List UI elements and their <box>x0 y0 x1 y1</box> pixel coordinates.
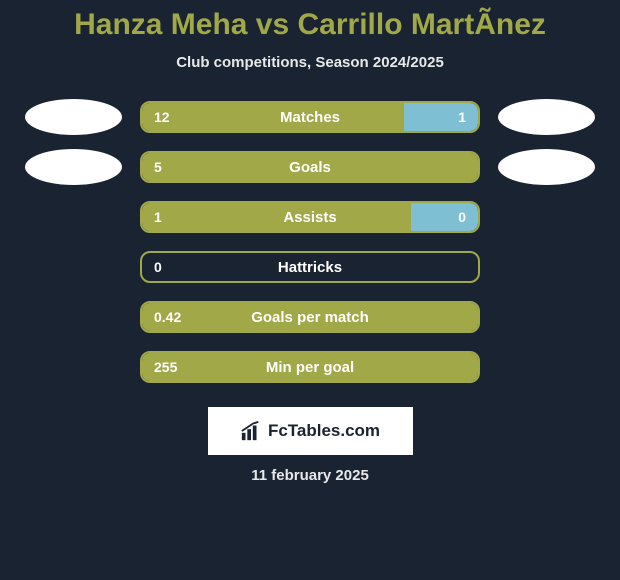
stat-bar: 5Goals <box>140 151 480 183</box>
stat-label: Hattricks <box>142 259 478 276</box>
stat-value-right: 0 <box>458 209 466 225</box>
stat-label: Assists <box>142 209 478 226</box>
avatar-placeholder <box>498 349 595 385</box>
stats-row: 0.42Goals per match <box>25 299 595 335</box>
stats-row: 5Goals <box>25 149 595 185</box>
avatar-placeholder <box>498 249 595 285</box>
stat-label: Matches <box>142 109 478 126</box>
player1-avatar <box>25 99 122 135</box>
stat-bar: 255Min per goal <box>140 351 480 383</box>
stat-label: Goals per match <box>142 309 478 326</box>
stat-bar: 0Hattricks <box>140 251 480 283</box>
comparison-card: Hanza Meha vs Carrillo MartÃnez Club com… <box>0 0 620 580</box>
avatar-placeholder <box>25 349 122 385</box>
stat-label: Goals <box>142 159 478 176</box>
player1-avatar <box>25 149 122 185</box>
player2-avatar <box>498 99 595 135</box>
stats-row: 0Hattricks <box>25 249 595 285</box>
chart-icon <box>240 420 262 442</box>
avatar-placeholder <box>25 299 122 335</box>
stat-bar: 0.42Goals per match <box>140 301 480 333</box>
logo-text: FcTables.com <box>240 420 380 442</box>
stats-row: 12Matches1 <box>25 99 595 135</box>
page-title: Hanza Meha vs Carrillo MartÃnez <box>74 8 546 42</box>
logo-label: FcTables.com <box>268 421 380 441</box>
stat-bar: 1Assists0 <box>140 201 480 233</box>
stat-label: Min per goal <box>142 359 478 376</box>
stat-bar: 12Matches1 <box>140 101 480 133</box>
logo-box[interactable]: FcTables.com <box>208 407 413 455</box>
avatar-placeholder <box>25 199 122 235</box>
player2-avatar <box>498 149 595 185</box>
stat-value-right: 1 <box>458 109 466 125</box>
stats-container: 12Matches15Goals1Assists00Hattricks0.42G… <box>25 99 595 399</box>
avatar-placeholder <box>498 299 595 335</box>
avatar-placeholder <box>25 249 122 285</box>
stats-row: 1Assists0 <box>25 199 595 235</box>
date-text: 11 february 2025 <box>251 467 369 484</box>
stats-row: 255Min per goal <box>25 349 595 385</box>
subtitle: Club competitions, Season 2024/2025 <box>176 54 444 71</box>
avatar-placeholder <box>498 199 595 235</box>
